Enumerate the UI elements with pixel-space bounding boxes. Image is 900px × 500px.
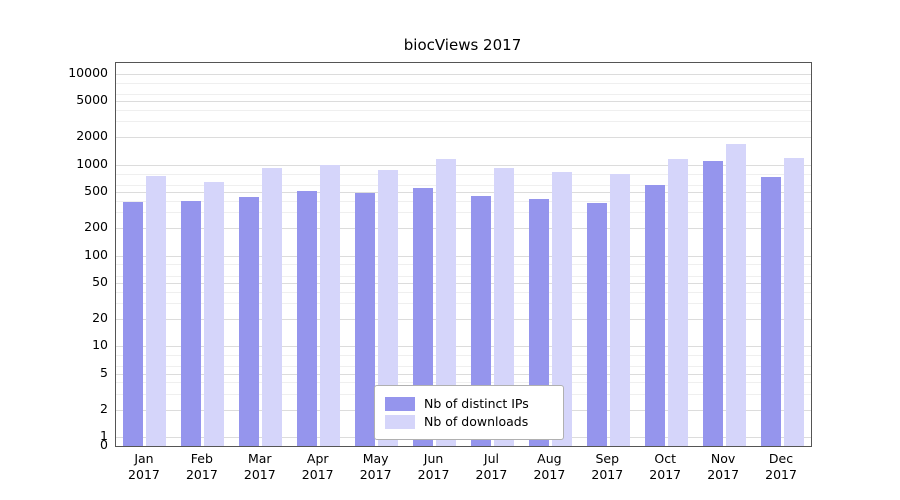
minor-gridline (116, 302, 811, 304)
major-gridline (116, 346, 811, 348)
bar-downloads (262, 167, 283, 446)
minor-gridline (116, 275, 811, 277)
minor-gridline (116, 355, 811, 357)
minor-gridline (116, 291, 811, 293)
bar-downloads (551, 172, 572, 446)
bar-distinct-ips (760, 176, 781, 446)
x-tick-label: Mar 2017 (243, 451, 276, 482)
bar-downloads (436, 159, 457, 446)
bar-distinct-ips (297, 190, 318, 446)
y-tick-label: 100 (84, 246, 108, 262)
major-gridline (116, 192, 811, 194)
major-gridline (116, 318, 811, 320)
x-tick-label: Dec 2017 (765, 451, 797, 482)
bar-downloads (493, 168, 514, 446)
x-tick-label: Jul 2017 (475, 451, 508, 482)
x-tick-label: Jun 2017 (417, 451, 450, 482)
major-gridline (116, 101, 811, 103)
legend-swatch (385, 396, 415, 411)
x-tick-label: Oct 2017 (649, 451, 682, 482)
bar-distinct-ips (644, 184, 665, 446)
minor-gridline (116, 110, 811, 112)
major-gridline (116, 373, 811, 375)
x-tick-label: May 2017 (359, 451, 392, 482)
bar-distinct-ips (586, 202, 607, 446)
bar-downloads (146, 176, 167, 446)
y-tick-label: 20 (92, 309, 108, 325)
major-gridline (116, 137, 811, 139)
y-tick-label: 2 (100, 400, 108, 416)
x-tick-label: Nov 2017 (707, 451, 740, 482)
y-tick-label: 5 (100, 364, 108, 380)
minor-gridline (116, 121, 811, 123)
minor-gridline (116, 94, 811, 96)
bar-distinct-ips (528, 198, 549, 446)
y-tick-label: 10 (92, 337, 108, 353)
x-tick-label: Apr 2017 (301, 451, 334, 482)
y-tick-label: 5000 (76, 92, 108, 108)
legend-label: Nb of distinct IPs (424, 396, 529, 411)
y-tick-label: 50 (92, 273, 108, 289)
x-tick-label: Feb 2017 (185, 451, 218, 482)
minor-gridline (116, 212, 811, 214)
bar-distinct-ips (470, 196, 491, 446)
major-gridline (116, 255, 811, 257)
minor-gridline (116, 184, 811, 186)
bar-downloads (667, 159, 688, 446)
minor-gridline (116, 366, 811, 368)
bar-distinct-ips (239, 197, 260, 446)
legend-entry: Nb of downloads (385, 414, 553, 429)
x-tick-label: Sep 2017 (591, 451, 624, 482)
minor-gridline (116, 382, 811, 384)
legend-label: Nb of downloads (424, 414, 529, 429)
legend-entry: Nb of distinct IPs (385, 396, 553, 411)
minor-gridline (116, 173, 811, 175)
minor-gridline (116, 82, 811, 84)
y-tick-label: 0 (100, 437, 108, 452)
y-tick-label: 500 (84, 183, 108, 199)
bar-downloads (783, 157, 804, 446)
major-gridline (116, 74, 811, 75)
bar-downloads (320, 164, 341, 446)
minor-gridline (116, 264, 811, 266)
chart-title: biocViews 2017 (403, 36, 522, 54)
bar-downloads (609, 173, 630, 446)
bar-downloads (378, 169, 399, 446)
plot-area: Nb of distinct IPs Nb of downloads (115, 62, 812, 447)
bar-downloads (204, 181, 225, 446)
x-tick-label: Aug 2017 (533, 451, 566, 482)
bar-distinct-ips (123, 201, 144, 446)
bar-distinct-ips (413, 188, 434, 446)
y-tick-label: 1000 (76, 155, 108, 171)
legend: Nb of distinct IPs Nb of downloads (374, 385, 564, 440)
bar-distinct-ips (355, 192, 376, 446)
y-tick-label: 2000 (76, 128, 108, 144)
bar-distinct-ips (181, 200, 202, 446)
y-tick-label: 10000 (68, 65, 108, 80)
bar-distinct-ips (702, 161, 723, 446)
x-tick-label: Jan 2017 (128, 451, 160, 482)
legend-swatch (385, 414, 415, 429)
bar-downloads (725, 143, 746, 446)
major-gridline (116, 282, 811, 284)
y-tick-label: 1 (100, 428, 108, 443)
major-gridline (116, 228, 811, 230)
y-tick-label: 200 (84, 219, 108, 235)
minor-gridline (116, 200, 811, 202)
major-gridline (116, 164, 811, 166)
